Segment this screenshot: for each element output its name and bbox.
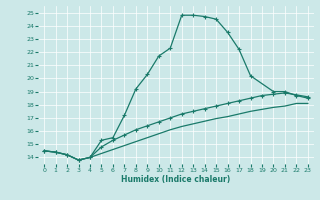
X-axis label: Humidex (Indice chaleur): Humidex (Indice chaleur): [121, 175, 231, 184]
